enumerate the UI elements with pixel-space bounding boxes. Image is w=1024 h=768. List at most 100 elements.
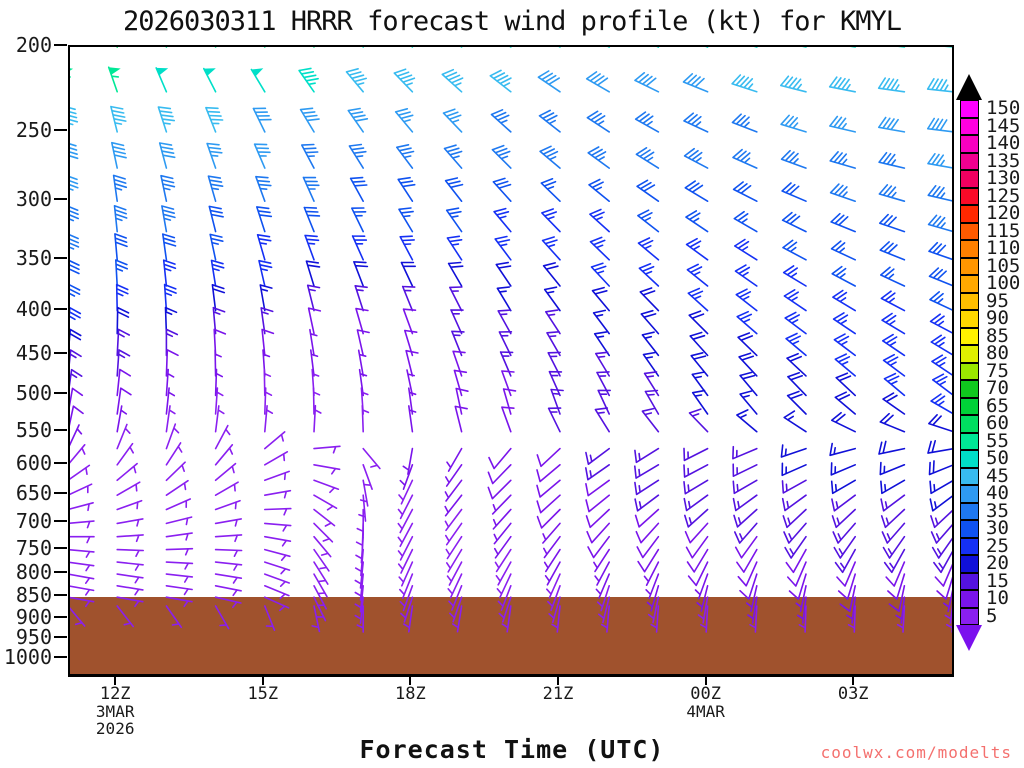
colorbar-value-label: 145 — [986, 114, 1021, 137]
pressure-tick-label: 700 — [15, 509, 52, 534]
colorbar-value-label: 30 — [986, 517, 1009, 540]
colorbar-value-label: 110 — [986, 237, 1021, 260]
colorbar-box — [960, 135, 979, 153]
colorbar-value-label: 120 — [986, 202, 1021, 225]
colorbar-box — [960, 345, 979, 363]
colorbar-value-label: 50 — [986, 447, 1009, 470]
pressure-tick — [54, 44, 67, 46]
pressure-tick — [54, 656, 67, 658]
colorbar-box — [960, 607, 979, 625]
pressure-tick-label: 550 — [15, 417, 52, 442]
colorbar-value-label: 75 — [986, 359, 1009, 382]
time-tick — [852, 677, 855, 685]
colorbar-box — [960, 502, 979, 520]
colorbar-box — [960, 362, 979, 380]
colorbar-box — [960, 590, 979, 608]
colorbar-value-label: 135 — [986, 149, 1021, 172]
watermark-link[interactable]: coolwx.com/modelts — [820, 743, 1012, 762]
colorbar-box — [960, 100, 979, 118]
colorbar-value-label: 130 — [986, 167, 1021, 190]
pressure-tick — [54, 198, 67, 201]
colorbar-value-label: 40 — [986, 482, 1009, 505]
time-tick — [114, 677, 117, 685]
colorbar-box — [960, 205, 979, 223]
pressure-tick-label: 500 — [15, 381, 52, 406]
colorbar-box — [960, 327, 979, 345]
colorbar-box — [960, 310, 979, 328]
time-tick-label: 18Z — [395, 684, 426, 704]
colorbar-box — [960, 292, 979, 310]
date-label: 3MAR — [95, 702, 135, 721]
pressure-tick — [54, 307, 67, 310]
colorbar-value-label: 5 — [986, 604, 998, 627]
colorbar-value-label: 70 — [986, 377, 1009, 400]
colorbar-bottom-arrow-icon — [956, 625, 982, 651]
colorbar-value-label: 90 — [986, 307, 1009, 330]
colorbar-value-label: 20 — [986, 552, 1009, 575]
time-tick-label: 15Z — [247, 684, 279, 704]
pressure-tick — [54, 256, 67, 259]
pressure-tick-label: 450 — [15, 341, 52, 366]
time-tick — [409, 677, 412, 685]
colorbar-box — [960, 380, 979, 398]
colorbar-value-label: 55 — [986, 429, 1009, 452]
pressure-tick — [54, 636, 67, 639]
colorbar-box — [960, 537, 979, 555]
colorbar-value-label: 60 — [986, 412, 1009, 435]
pressure-tick-label: 900 — [15, 604, 52, 629]
colorbar-box — [960, 572, 979, 590]
x-axis-title: Forecast Time (UTC) — [359, 735, 665, 764]
pressure-tick — [54, 594, 67, 597]
colorbar-value-label: 105 — [986, 254, 1021, 277]
pressure-tick-label: 350 — [15, 245, 52, 270]
plot-area — [68, 45, 954, 677]
colorbar-value-label: 45 — [986, 464, 1009, 487]
time-tick — [557, 677, 559, 685]
pressure-tick — [54, 352, 67, 355]
colorbar-box — [960, 450, 979, 468]
colorbar-box — [960, 187, 979, 205]
time-tick-label: 21Z — [542, 684, 574, 704]
colorbar-value-label: 15 — [986, 569, 1009, 592]
colorbar-value-label: 140 — [986, 132, 1021, 155]
colorbar-value-label: 80 — [986, 342, 1009, 365]
pressure-tick-label: 200 — [15, 33, 52, 57]
colorbar-value-label: 65 — [986, 394, 1009, 417]
colorbar-box — [960, 117, 979, 135]
pressure-tick — [54, 128, 67, 131]
colorbar-box — [960, 152, 979, 170]
colorbar-value-label: 10 — [986, 587, 1009, 610]
time-tick-label: 00Z — [690, 684, 721, 704]
pressure-tick-label: 1000 — [3, 645, 52, 669]
time-tick — [704, 677, 707, 685]
colorbar-box — [960, 520, 979, 538]
pressure-tick — [54, 571, 67, 574]
colorbar-value-label: 115 — [986, 219, 1021, 242]
pressure-tick-label: 650 — [15, 481, 52, 506]
pressure-tick-label: 400 — [15, 296, 52, 321]
colorbar-box — [960, 415, 979, 433]
wind-barb-field — [70, 47, 952, 633]
pressure-tick — [54, 492, 67, 495]
colorbar-box — [960, 257, 979, 275]
colorbar-box — [960, 467, 979, 485]
colorbar-box — [960, 222, 979, 240]
pressure-tick — [54, 392, 67, 395]
pressure-tick-label: 950 — [15, 625, 52, 650]
pressure-tick-label: 600 — [15, 450, 52, 475]
page-title: 2026030311 HRRR forecast wind profile (k… — [122, 6, 902, 37]
colorbar-box — [960, 170, 979, 188]
colorbar-value-label: 125 — [986, 184, 1021, 207]
colorbar-value-label: 150 — [986, 97, 1021, 120]
time-tick-label: 12Z — [99, 684, 131, 704]
colorbar-value-label: 95 — [986, 289, 1009, 312]
pressure-tick — [54, 428, 67, 431]
colorbar-box — [960, 397, 979, 415]
date-label: 2026 — [95, 719, 135, 738]
colorbar-value-label: 85 — [986, 324, 1009, 347]
pressure-tick — [54, 615, 67, 618]
pressure-tick-label: 250 — [15, 117, 52, 142]
pressure-tick-label: 300 — [15, 187, 52, 212]
colorbar-top-arrow-icon — [956, 74, 982, 100]
colorbar-box — [960, 275, 979, 293]
